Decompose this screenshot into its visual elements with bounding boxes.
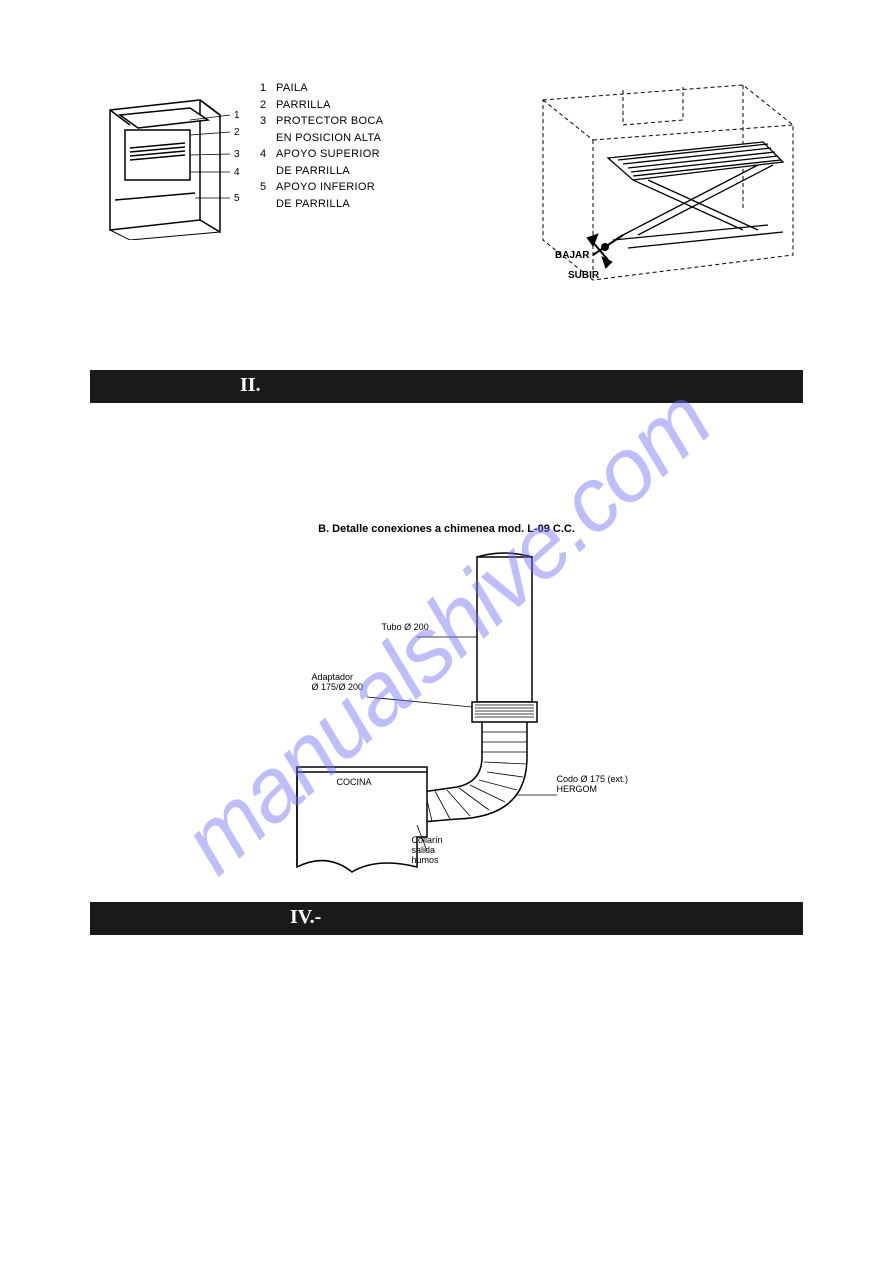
label-subir: SUBIR: [568, 270, 599, 281]
legend-label: APOYO INFERIOR DE PARRILLA: [276, 179, 375, 212]
label-bajar: BAJAR: [555, 250, 589, 261]
legend-num: 1: [260, 80, 270, 97]
legend-item: 4 APOYO SUPERIOR DE PARRILLA: [260, 146, 383, 179]
svg-text:4: 4: [234, 167, 240, 178]
svg-text:1: 1: [234, 110, 240, 121]
chimney-diagram: B. Detalle conexiones a chimenea mod. L-…: [227, 523, 667, 882]
stove-diagram-icon: 1 2 3 4 5: [90, 80, 250, 240]
legend-label: PARRILLA: [276, 97, 331, 114]
svg-text:3: 3: [234, 149, 240, 160]
top-figures: 1 2 3 4 5 1 PAILA 2 PARRILLA 3: [90, 80, 803, 310]
section-number: II.: [240, 374, 261, 397]
callout-codo: Codo Ø 175 (ext.) HERGOM: [557, 775, 629, 795]
legend-num: 4: [260, 146, 270, 179]
chimney-connection-icon: [227, 547, 667, 877]
legend-item: 5 APOYO INFERIOR DE PARRILLA: [260, 179, 383, 212]
legend-label: PROTECTOR BOCA EN POSICION ALTA: [276, 113, 383, 146]
empty-space: [90, 945, 803, 1205]
legend-label: PAILA: [276, 80, 308, 97]
callout-cocina: COCINA: [337, 778, 372, 788]
legend-item: 2 PARRILLA: [260, 97, 383, 114]
section-number: IV.-: [290, 906, 321, 929]
figure-right: BAJAR SUBIR: [513, 80, 803, 310]
section-bar-iv: IV.-: [90, 902, 803, 935]
scissor-lift-diagram-icon: [513, 80, 803, 310]
legend-label: APOYO SUPERIOR DE PARRILLA: [276, 146, 380, 179]
legend-item: 1 PAILA: [260, 80, 383, 97]
svg-text:2: 2: [234, 127, 240, 138]
legend-num: 2: [260, 97, 270, 114]
legend-item: 3 PROTECTOR BOCA EN POSICION ALTA: [260, 113, 383, 146]
figure-left: 1 2 3 4 5 1 PAILA 2 PARRILLA 3: [90, 80, 383, 240]
diagram-title: B. Detalle conexiones a chimenea mod. L-…: [227, 523, 667, 535]
callout-collarin: Collarín salida humos: [412, 836, 443, 866]
legend-list: 1 PAILA 2 PARRILLA 3 PROTECTOR BOCA EN P…: [260, 80, 383, 212]
legend-num: 5: [260, 179, 270, 212]
section-bar-ii: II.: [90, 370, 803, 403]
callout-tubo: Tubo Ø 200: [382, 623, 429, 633]
legend-num: 3: [260, 113, 270, 146]
svg-text:5: 5: [234, 193, 240, 204]
callout-adaptador: Adaptador Ø 175/Ø 200: [312, 673, 364, 693]
